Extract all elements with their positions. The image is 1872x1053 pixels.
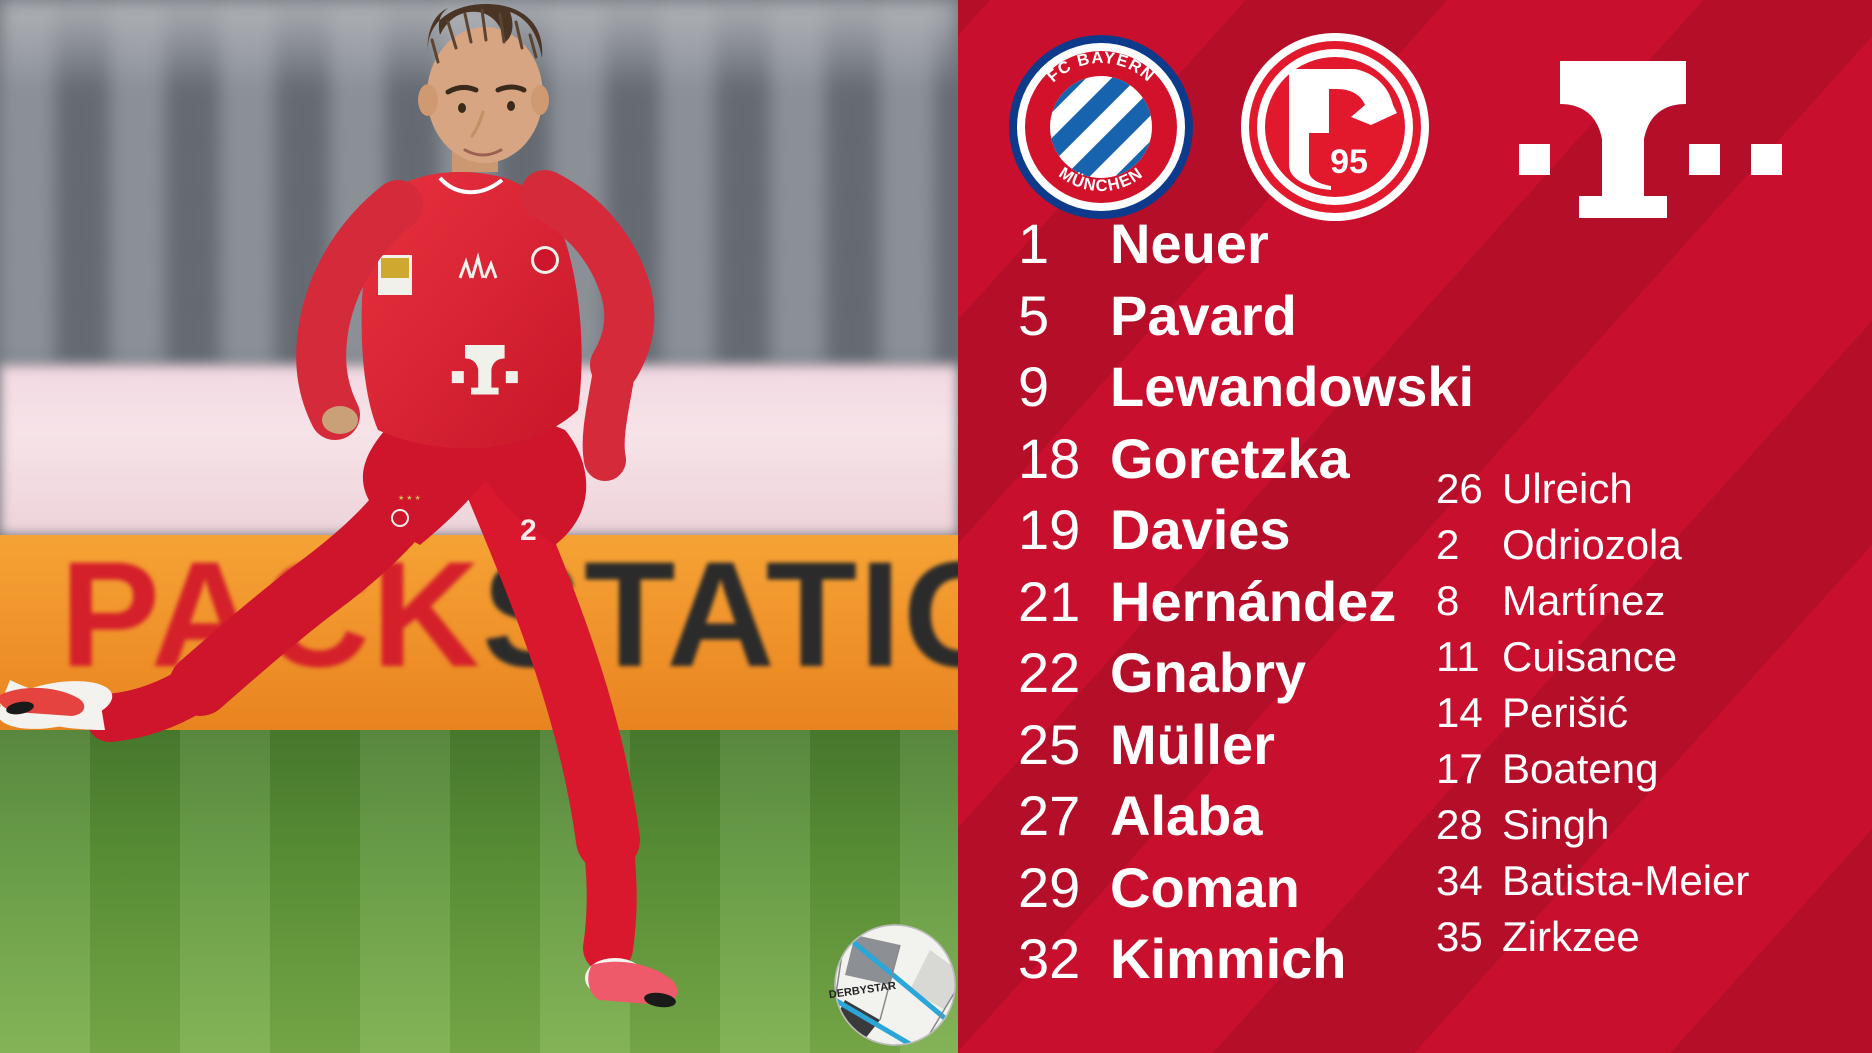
svg-text:2: 2: [520, 514, 537, 547]
svg-text:95: 95: [1330, 143, 1368, 181]
svg-text:★ ★ ★: ★ ★ ★: [398, 494, 421, 502]
